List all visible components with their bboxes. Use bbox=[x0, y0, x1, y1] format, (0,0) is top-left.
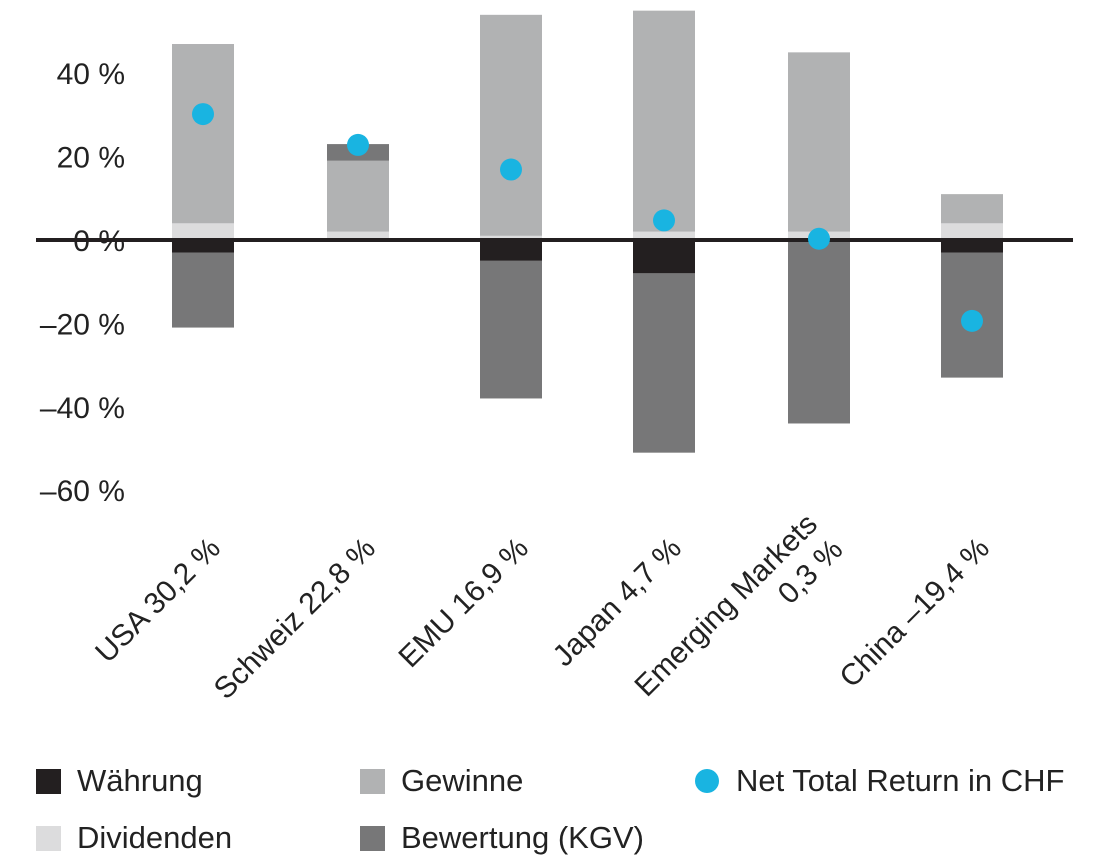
bar-w-hrung bbox=[480, 240, 542, 261]
bar-dividenden bbox=[633, 231, 695, 240]
x-tick-label: USA 30,2 % bbox=[89, 532, 227, 670]
x-tick-line: Schweiz 22,8 % bbox=[208, 532, 382, 706]
y-tick-label: 20 % bbox=[57, 142, 125, 175]
net-return-points-layer bbox=[192, 103, 983, 332]
bar-gewinne bbox=[327, 160, 389, 232]
y-tick-label: –60 % bbox=[40, 475, 125, 508]
y-tick-label: –20 % bbox=[40, 308, 125, 341]
bar-w-hrung bbox=[172, 240, 234, 253]
x-tick-text: USA 30,2 % bbox=[89, 532, 227, 670]
x-tick-text: China –19,4 % bbox=[833, 532, 996, 695]
bar-dividenden bbox=[941, 223, 1003, 240]
y-tick-label: 40 % bbox=[57, 58, 125, 91]
net-return-point bbox=[961, 309, 983, 332]
x-tick-text: EMU 16,9 % bbox=[393, 532, 535, 674]
bar-bewertung-kgv bbox=[633, 273, 695, 453]
net-return-point bbox=[347, 133, 369, 156]
y-tick-label: –40 % bbox=[40, 392, 125, 425]
y-axis: 40 %20 %0 %–20 %–40 %–60 % bbox=[40, 58, 125, 508]
bar-dividenden bbox=[480, 235, 542, 240]
bar-gewinne bbox=[633, 10, 695, 232]
net-return-point bbox=[500, 158, 522, 181]
bar-gewinne bbox=[172, 44, 234, 224]
bars-layer bbox=[172, 10, 1003, 453]
net-return-point bbox=[192, 103, 214, 126]
x-tick-line: EMU 16,9 % bbox=[393, 532, 535, 674]
bar-gewinne bbox=[941, 194, 1003, 224]
net-return-point bbox=[653, 209, 675, 232]
bar-bewertung-kgv bbox=[172, 252, 234, 328]
bar-bewertung-kgv bbox=[788, 240, 850, 424]
bar-w-hrung bbox=[941, 240, 1003, 253]
x-tick-label: Schweiz 22,8 % bbox=[208, 532, 382, 706]
bar-w-hrung bbox=[633, 240, 695, 274]
bar-bewertung-kgv bbox=[480, 260, 542, 399]
x-axis: USA 30,2 %Schweiz 22,8 % EMU 16,9 % Japan … bbox=[89, 508, 996, 706]
x-tick-label: EMU 16,9 % bbox=[393, 532, 535, 674]
x-tick-text: Schweiz 22,8 % bbox=[208, 532, 382, 706]
bar-dividenden bbox=[172, 223, 234, 240]
bar-gewinne bbox=[480, 14, 542, 236]
x-tick-line: China –19,4 % bbox=[833, 532, 996, 695]
net-return-point bbox=[808, 227, 830, 250]
bar-dividenden bbox=[327, 231, 389, 240]
bar-gewinne bbox=[788, 52, 850, 232]
x-tick-line: USA 30,2 % bbox=[89, 532, 227, 670]
x-tick-label: China –19,4 % bbox=[833, 532, 996, 695]
